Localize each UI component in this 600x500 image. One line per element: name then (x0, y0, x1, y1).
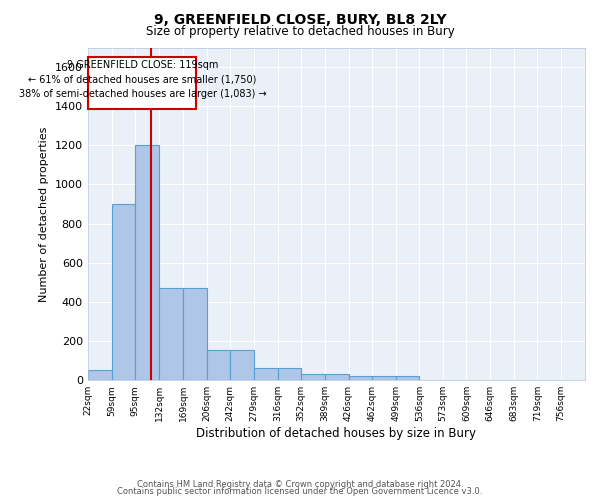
Bar (278, 368, 301, 380)
Bar (395, 376, 419, 380)
Text: Size of property relative to detached houses in Bury: Size of property relative to detached ho… (146, 25, 454, 38)
Y-axis label: Number of detached properties: Number of detached properties (39, 126, 49, 302)
Bar (88, 370, 112, 380)
Bar (159, 288, 183, 380)
Bar (325, 374, 349, 380)
Bar (230, 350, 254, 380)
FancyBboxPatch shape (88, 58, 196, 109)
Bar (372, 376, 395, 380)
Text: 38% of semi-detached houses are larger (1,083) →: 38% of semi-detached houses are larger (… (19, 90, 266, 100)
Bar (112, 204, 135, 380)
Text: 9, GREENFIELD CLOSE, BURY, BL8 2LY: 9, GREENFIELD CLOSE, BURY, BL8 2LY (154, 12, 446, 26)
Bar (349, 376, 372, 380)
Bar (301, 374, 325, 380)
Text: ← 61% of detached houses are smaller (1,750): ← 61% of detached houses are smaller (1,… (28, 74, 257, 85)
Bar (254, 368, 278, 380)
X-axis label: Distribution of detached houses by size in Bury: Distribution of detached houses by size … (196, 427, 476, 440)
Text: 9 GREENFIELD CLOSE: 119sqm: 9 GREENFIELD CLOSE: 119sqm (67, 60, 218, 70)
Text: Contains public sector information licensed under the Open Government Licence v3: Contains public sector information licen… (118, 487, 482, 496)
Bar (135, 146, 159, 380)
Bar (207, 350, 230, 380)
Text: Contains HM Land Registry data © Crown copyright and database right 2024.: Contains HM Land Registry data © Crown c… (137, 480, 463, 489)
Bar (183, 288, 207, 380)
